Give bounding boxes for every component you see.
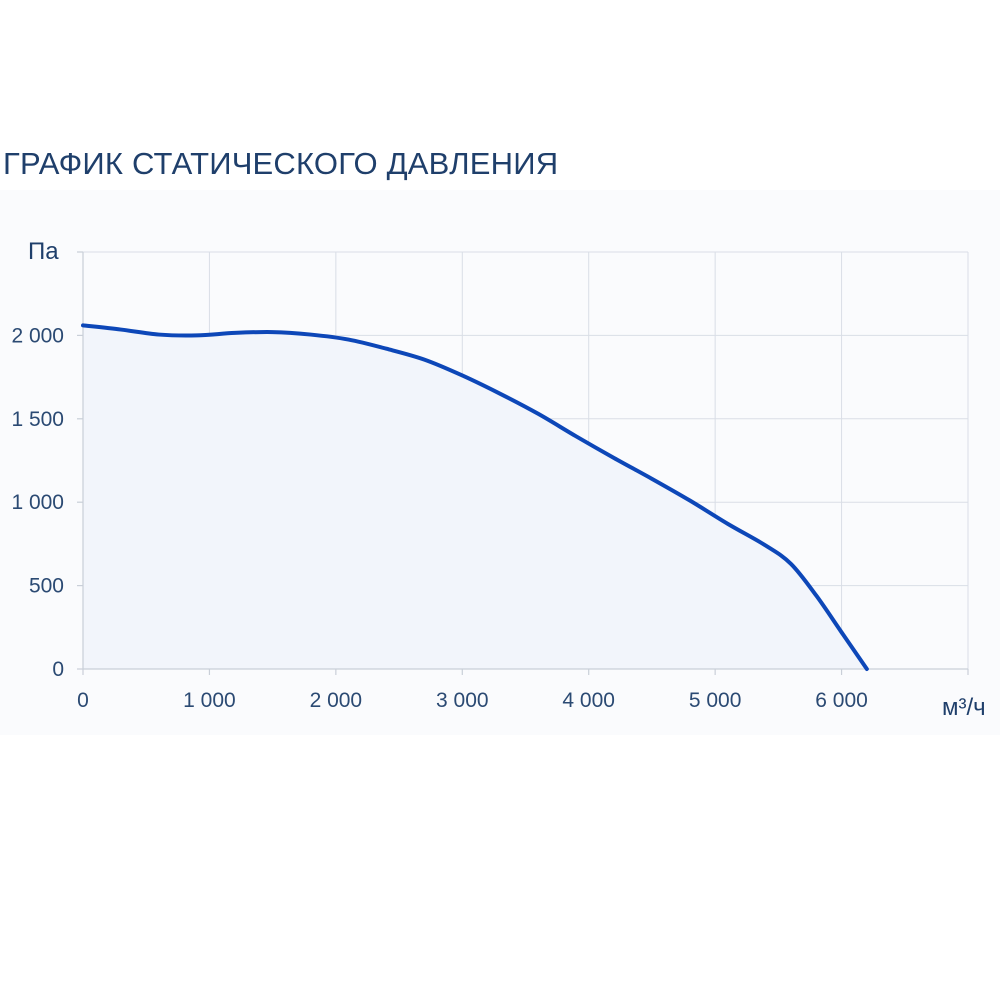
y-tick-label: 500 [29,575,64,598]
y-tick-label: 1 500 [11,408,64,431]
x-tick-label: 5 000 [689,689,742,712]
curve-area-fill [83,325,867,669]
x-tick-label: 3 000 [436,689,489,712]
x-tick-label: 4 000 [562,689,615,712]
y-axis-unit-label: Па [28,238,59,265]
x-tick-label: 1 000 [183,689,236,712]
x-tick-labels: 0 1 000 2 000 3 000 4 000 5 000 6 000 [77,689,868,712]
y-tick-label: 2 000 [11,324,64,347]
x-tick-label: 0 [77,689,89,712]
x-tick-label: 6 000 [815,689,868,712]
y-tick-label: 1 000 [11,491,64,514]
page-title: ГРАФИК СТАТИЧЕСКОГО ДАВЛЕНИЯ [3,146,559,181]
x-axis-unit-label: м³/ч [942,694,986,721]
y-tick-labels: 0 500 1 000 1 500 2 000 [11,324,64,681]
y-tick-label: 0 [52,658,64,681]
axes [77,251,969,675]
x-tick-label: 2 000 [310,689,363,712]
pressure-curve-line [81,323,869,671]
